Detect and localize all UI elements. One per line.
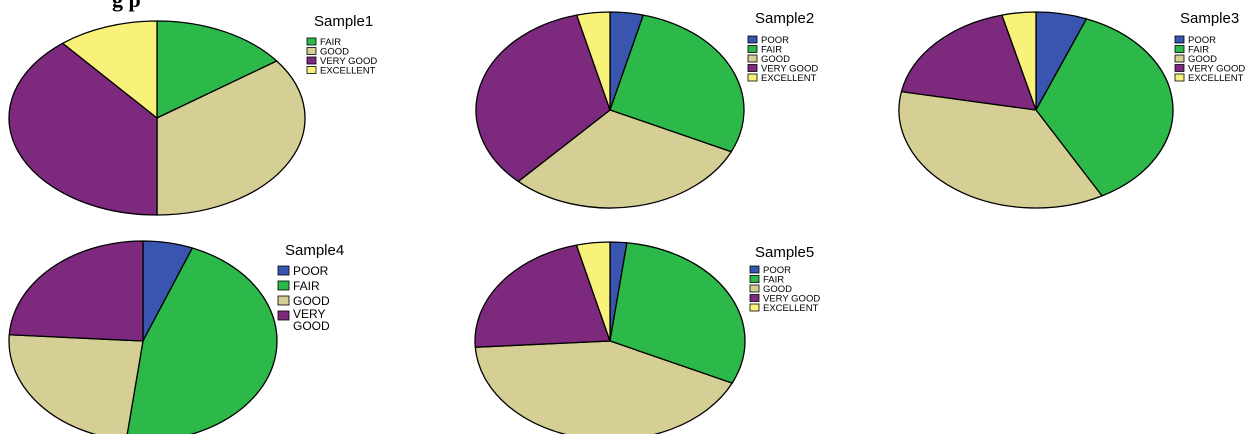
legend-swatch-fair	[277, 280, 290, 291]
legend-swatch-poor	[277, 265, 290, 276]
legend-swatch-poor	[747, 35, 758, 44]
pie-slice-very-good	[8, 42, 158, 216]
pie-slice-fair	[609, 242, 746, 384]
legend-label-poor: POOR	[1188, 35, 1216, 46]
pie-slice-excellent	[576, 11, 611, 111]
pie-slice-very-good	[8, 240, 144, 342]
legend-swatch-very-good	[306, 56, 317, 65]
pie-slice-excellent	[575, 241, 611, 342]
legend-swatch-fair	[306, 37, 317, 46]
legend-label-excellent: EXCELLENT	[1188, 73, 1244, 84]
legend-label-excellent: EXCELLENT	[763, 303, 819, 314]
pie-slice-fair	[126, 247, 278, 434]
legend-swatch-very-good	[277, 310, 290, 321]
legend-label-poor: POOR	[293, 264, 329, 278]
chart-title: Sample5	[755, 244, 814, 261]
legend-swatch-very-good	[749, 294, 760, 302]
chart-title: Sample2	[755, 10, 814, 27]
legend-label-good: GOOD	[293, 294, 330, 308]
pie-slice-very-good	[900, 14, 1037, 111]
pie-slice-good	[898, 90, 1103, 209]
legend-label-fair: FAIR	[763, 275, 784, 286]
pie-slice-good	[156, 60, 306, 216]
legend-swatch-excellent	[749, 303, 760, 312]
pie-slice-excellent	[1001, 11, 1037, 111]
pie-slice-excellent	[62, 20, 158, 119]
chart-title: Sample3	[1180, 10, 1239, 27]
legend-label-very-good: VERY GOOD	[320, 56, 377, 67]
legend-swatch-excellent	[306, 66, 317, 74]
legend-swatch-poor	[749, 265, 760, 274]
legend-label-fair: FAIR	[320, 37, 341, 48]
legend-label-good: GOOD	[761, 54, 790, 65]
legend-label-poor: POOR	[763, 265, 791, 276]
legend-label-excellent: EXCELLENT	[320, 66, 376, 77]
legend-swatch-fair	[747, 45, 758, 53]
pie-slice-very-good	[474, 244, 611, 348]
figure-header: g p	[112, 0, 141, 13]
pie-slice-fair	[1035, 18, 1174, 197]
legend-label-very-good: VERY GOOD	[1188, 64, 1245, 75]
legend-swatch-very-good	[1174, 64, 1185, 72]
chart-title: Sample4	[285, 242, 344, 259]
legend-label-fair: FAIR	[761, 45, 782, 56]
legend-label-fair: FAIR	[1188, 45, 1209, 56]
legend-label-good: GOOD	[763, 284, 792, 295]
chart-title: Sample1	[314, 13, 373, 30]
legend-swatch-fair	[1174, 45, 1185, 53]
legend-swatch-good	[306, 47, 317, 55]
pie-slice-good	[8, 334, 144, 434]
pie-slice-fair	[156, 20, 278, 119]
legend-label-poor: POOR	[761, 35, 789, 46]
legend-label-excellent: EXCELLENT	[761, 73, 817, 84]
pie-slice-good	[474, 340, 733, 434]
legend-label-good: GOOD	[320, 47, 349, 58]
legend-swatch-excellent	[1174, 73, 1185, 82]
legend-label-very-good: VERY GOOD	[763, 294, 820, 305]
legend-swatch-excellent	[747, 73, 758, 82]
legend-label-fair: FAIR	[293, 279, 320, 293]
legend-swatch-good	[749, 284, 760, 293]
pie-slice-good	[517, 109, 732, 209]
legend-label-good: GOOD	[1188, 54, 1217, 65]
legend-swatch-good	[747, 54, 758, 63]
legend-swatch-good	[277, 295, 290, 306]
legend-swatch-good	[1174, 54, 1185, 63]
legend-swatch-very-good	[747, 64, 758, 72]
pie-slice-fair	[609, 14, 745, 153]
legend-swatch-fair	[749, 275, 760, 283]
legend-label-very-good: VERY GOOD	[293, 307, 330, 333]
pie-slice-very-good	[475, 14, 611, 183]
legend-swatch-poor	[1174, 35, 1185, 44]
legend-label-very-good: VERY GOOD	[761, 64, 818, 75]
